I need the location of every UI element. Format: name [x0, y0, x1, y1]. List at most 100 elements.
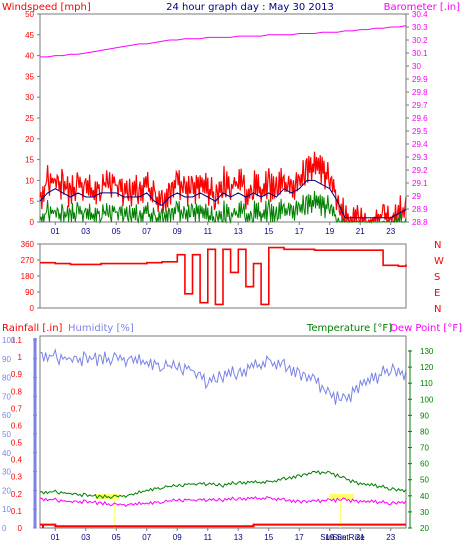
humidity-tick-label: 60: [2, 411, 11, 420]
humidity-tick-label: 100: [2, 336, 16, 345]
humidity-tick-label: 30: [2, 468, 11, 477]
wind-xtick-label: 13: [234, 227, 243, 236]
rain-tick-label: 0.7: [11, 404, 23, 413]
humidity-tick-label: 80: [2, 374, 11, 383]
humidity-tick-label: 70: [2, 392, 11, 401]
humidity-line: [39, 348, 407, 405]
barometer-tick-label: 28.9: [412, 205, 428, 214]
humidity-tick-label: 50: [2, 430, 11, 439]
humidity-tick-label: 0: [2, 524, 7, 533]
chart-marks: 0510152025303540455028.828.92929.129.229…: [2, 10, 444, 542]
barometer-tick-label: 29: [412, 192, 421, 201]
humidity-tick-label: 90: [2, 355, 11, 364]
barometer-tick-label: 30.4: [412, 10, 428, 19]
barometer-tick-label: 30: [412, 62, 421, 71]
windspeed-axis-label: Windspeed [mph]: [2, 2, 91, 13]
barometer-tick-label: 29.1: [412, 179, 428, 188]
humidity-tick-label: 10: [2, 505, 11, 514]
compass-label: N: [434, 240, 441, 251]
wind-tick-label: 20: [25, 135, 34, 144]
temp-xtick-label: 09: [173, 533, 182, 542]
temp-tick-label: 40: [420, 492, 429, 501]
temp-tick-label: 80: [420, 427, 429, 436]
rain-tick-label: 1.1: [11, 336, 23, 345]
temp-tick-label: 60: [420, 460, 429, 469]
wind-tick-label: 45: [25, 31, 34, 40]
temp-xtick-label: 19: [325, 533, 334, 542]
wind-xtick-label: 19: [325, 227, 334, 236]
temperature-line: [39, 470, 407, 500]
temp-tick-label: 110: [420, 379, 433, 388]
rainfall-axis-label: Rainfall [.in]: [2, 323, 63, 334]
rain-tick-label: 1: [18, 353, 23, 362]
wind-tick-label: 0: [30, 218, 35, 227]
barometer-tick-label: 29.9: [412, 75, 428, 84]
barometer-line: [40, 25, 407, 58]
wind-average-line: [39, 179, 407, 219]
wind-tick-label: 5: [30, 197, 35, 206]
temp-xtick-label: 15: [264, 533, 273, 542]
dewpoint-axis-label: Dew Point [°F]: [390, 323, 462, 334]
humidity-tick-label: 20: [2, 486, 11, 495]
barometer-tick-label: 30.3: [412, 23, 428, 32]
temp-xtick-label: 17: [295, 533, 304, 542]
temperature-axis-label: Temperature [°F]: [306, 323, 392, 334]
humidity-axis-label: Humidity [%]: [68, 323, 134, 334]
sunrise-band: [94, 494, 119, 499]
barometer-axis-label: Barometer [.in]: [384, 2, 460, 13]
compass-label: N: [434, 304, 441, 315]
temp-xtick-label: 13: [234, 533, 243, 542]
rain-tick-label: 0.6: [11, 421, 23, 430]
dewpoint-line: [39, 495, 407, 508]
wind-xtick-label: 03: [81, 227, 90, 236]
wind-tick-label: 50: [25, 10, 34, 19]
rain-tick-label: 0.9: [11, 370, 23, 379]
barometer-tick-label: 29.4: [412, 140, 428, 149]
sunset-label: Sun Set: [320, 533, 349, 542]
direction-tick-label: 180: [21, 272, 35, 281]
wind-tick-label: 25: [25, 114, 34, 123]
barometer-tick-label: 29.3: [412, 153, 428, 162]
panel-temp-frame: [39, 335, 407, 529]
temp-tick-label: 90: [420, 411, 429, 420]
wind-xtick-label: 05: [112, 227, 121, 236]
direction-tick-label: 360: [21, 240, 35, 249]
rain-tick-label: 0.5: [11, 439, 23, 448]
wind-xtick-label: 23: [386, 227, 395, 236]
temp-xtick-label: 05: [112, 533, 121, 542]
temp-tick-label: 130: [420, 347, 434, 356]
barometer-tick-label: 30.2: [412, 36, 428, 45]
wind-tick-label: 35: [25, 72, 34, 81]
temp-tick-label: 50: [420, 476, 429, 485]
barometer-tick-label: 29.5: [412, 127, 428, 136]
barometer-tick-label: 29.6: [412, 114, 428, 123]
sunrise-label: Sun Rise: [332, 533, 365, 542]
temp-xtick-label: 07: [142, 533, 151, 542]
temp-tick-label: 70: [420, 444, 429, 453]
wind-tick-label: 15: [25, 156, 34, 165]
wind-tick-label: 30: [25, 93, 34, 102]
direction-line: [40, 246, 407, 306]
wind-xtick-label: 15: [264, 227, 273, 236]
rain-tick-label: 0.1: [11, 507, 23, 516]
temp-xtick-label: 01: [51, 533, 60, 542]
direction-tick-label: 270: [21, 256, 35, 265]
wind-xtick-label: 07: [142, 227, 151, 236]
temp-xtick-label: 11: [204, 533, 213, 542]
chart-title: 24 hour graph day : May 30 2013: [166, 2, 334, 13]
rain-tick-label: 0: [18, 524, 23, 533]
rain-tick-label: 0.2: [11, 490, 23, 499]
wind-xtick-label: 09: [173, 227, 182, 236]
wind-xtick-label: 01: [51, 227, 60, 236]
wind-tick-label: 40: [25, 52, 34, 61]
barometer-tick-label: 29.7: [412, 101, 428, 110]
temp-tick-label: 30: [420, 508, 429, 517]
direction-tick-label: 90: [25, 288, 34, 297]
barometer-tick-label: 28.8: [412, 218, 428, 227]
temp-tick-label: 100: [420, 395, 434, 404]
wind-low-line: [39, 190, 407, 224]
wind-xtick-label: 21: [356, 227, 365, 236]
temp-tick-label: 20: [420, 524, 429, 533]
wind-xtick-label: 17: [295, 227, 304, 236]
